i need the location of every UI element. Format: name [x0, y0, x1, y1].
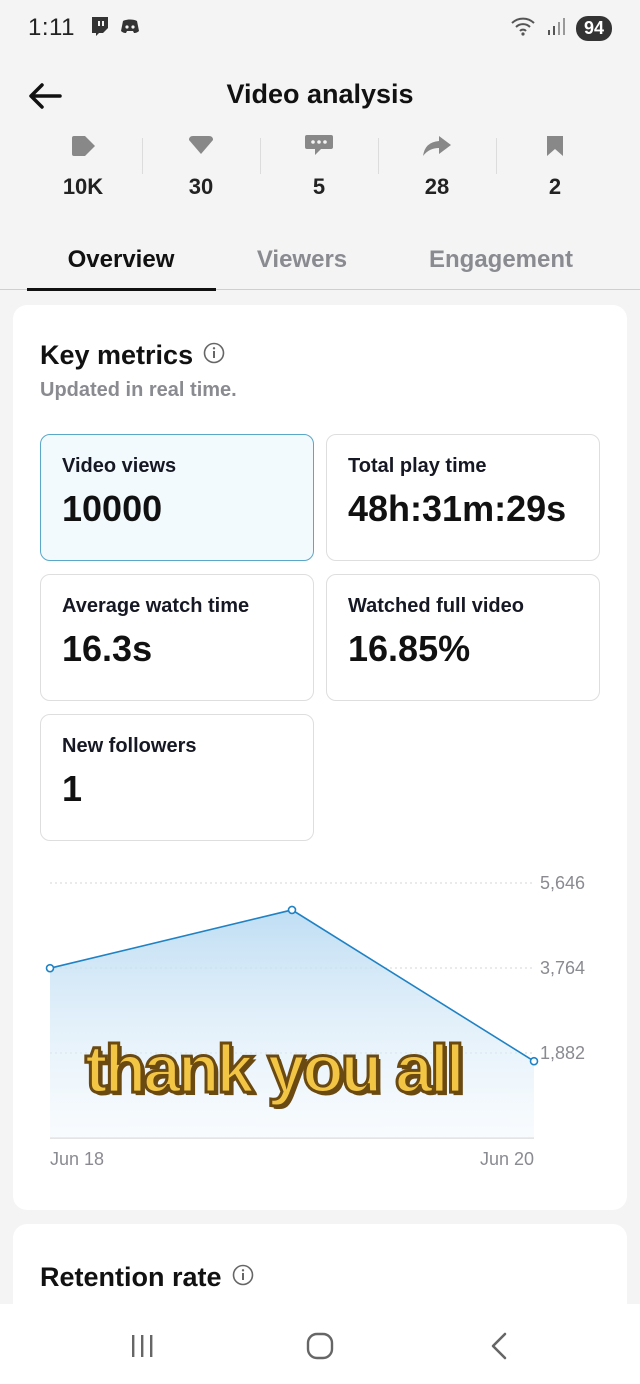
stat-shares: 28: [378, 130, 496, 210]
metric-average-watch-time[interactable]: Average watch time 16.3s: [40, 574, 314, 701]
stat-comments: 5: [260, 130, 378, 210]
back-button[interactable]: [26, 76, 66, 116]
metric-total-play-time[interactable]: Total play time 48h:31m:29s: [326, 434, 600, 561]
key-metrics-heading: Key metrics: [40, 340, 225, 371]
heart-icon: [187, 130, 215, 162]
key-metrics-subtitle: Updated in real time.: [40, 379, 237, 401]
metric-value: 16.85%: [348, 628, 471, 669]
chevron-left-icon: [491, 1332, 507, 1360]
data-point: [529, 1056, 539, 1066]
signal-icon: [546, 16, 566, 41]
stat-value: 10K: [62, 174, 104, 199]
stat-likes: 30: [142, 130, 260, 210]
data-point: [45, 963, 55, 973]
stat-plays: 10K: [24, 130, 142, 210]
key-metrics-card: Key metrics Updated in real time. Video …: [13, 305, 627, 1210]
header: Video analysis: [0, 64, 640, 124]
tab-overview[interactable]: Overview: [0, 230, 242, 291]
metric-label: Average watch time: [62, 595, 250, 617]
info-icon[interactable]: [232, 1262, 254, 1293]
x-tick-label: Jun 18: [50, 1149, 104, 1169]
bookmark-icon: [544, 130, 566, 162]
metric-label: Video views: [62, 455, 177, 477]
twitch-icon: [89, 15, 111, 42]
y-tick-label: 1,882: [540, 1043, 585, 1063]
y-tick-label: 3,764: [540, 958, 585, 978]
info-icon[interactable]: [203, 340, 225, 371]
play-icon: [69, 130, 97, 162]
recent-apps-button[interactable]: [122, 1326, 162, 1366]
status-time: 1:11: [28, 14, 75, 41]
stat-value: 2: [548, 174, 562, 199]
arrow-left-icon: [29, 83, 62, 109]
key-metrics-title: Key metrics: [40, 340, 194, 370]
metric-value: 16.3s: [62, 628, 153, 669]
page-title: Video analysis: [226, 78, 414, 109]
status-right: 94: [510, 15, 612, 42]
retention-card: Retention rate: [13, 1224, 627, 1314]
recent-apps-icon: [132, 1335, 153, 1357]
system-nav-bar: [0, 1304, 640, 1384]
metric-value: 48h:31m:29s: [348, 488, 567, 529]
status-bar: 1:11 94: [0, 0, 640, 56]
wifi-icon: [510, 15, 536, 42]
battery-indicator: 94: [575, 15, 612, 41]
metric-label: Total play time: [348, 455, 487, 477]
metric-value: 1: [62, 768, 83, 809]
share-icon: [421, 130, 453, 162]
data-point: [287, 905, 297, 915]
home-button[interactable]: [300, 1326, 340, 1366]
stat-saves: 2: [496, 130, 614, 210]
tab-bar: Overview Viewers Engagement: [0, 230, 640, 291]
stat-value: 30: [188, 174, 214, 199]
home-icon: [306, 1332, 334, 1360]
views-chart: 5,646 3,764 1,882 Jun 18 Jun 20: [13, 865, 627, 1185]
tab-engagement[interactable]: Engagement: [428, 246, 574, 273]
metric-value: 10000: [62, 488, 163, 529]
discord-icon: [119, 15, 141, 42]
retention-title: Retention rate: [40, 1262, 222, 1292]
video-caption-overlay: thank you all: [84, 1030, 467, 1109]
tab-viewers[interactable]: Viewers: [256, 246, 348, 273]
back-nav-button[interactable]: [480, 1326, 520, 1366]
views-chart-svg: 5,646 3,764 1,882 Jun 18 Jun 20: [45, 873, 585, 1169]
stat-value: 28: [424, 174, 450, 199]
comment-icon: [303, 130, 335, 162]
status-notification-icons: [89, 15, 141, 42]
metric-label: New followers: [62, 735, 197, 757]
metric-watched-full-video[interactable]: Watched full video 16.85%: [326, 574, 600, 701]
metric-label: Watched full video: [348, 595, 524, 617]
retention-heading: Retention rate: [40, 1262, 254, 1293]
series-area: [50, 909, 534, 1138]
stat-value: 5: [312, 174, 326, 199]
video-stats-row: 10K 30 5 28 2: [24, 130, 614, 210]
x-tick-label: Jun 20: [480, 1149, 534, 1169]
metric-new-followers[interactable]: New followers 1: [40, 714, 314, 841]
y-tick-label: 5,646: [540, 873, 585, 893]
metric-video-views[interactable]: Video views 10000: [40, 434, 314, 561]
